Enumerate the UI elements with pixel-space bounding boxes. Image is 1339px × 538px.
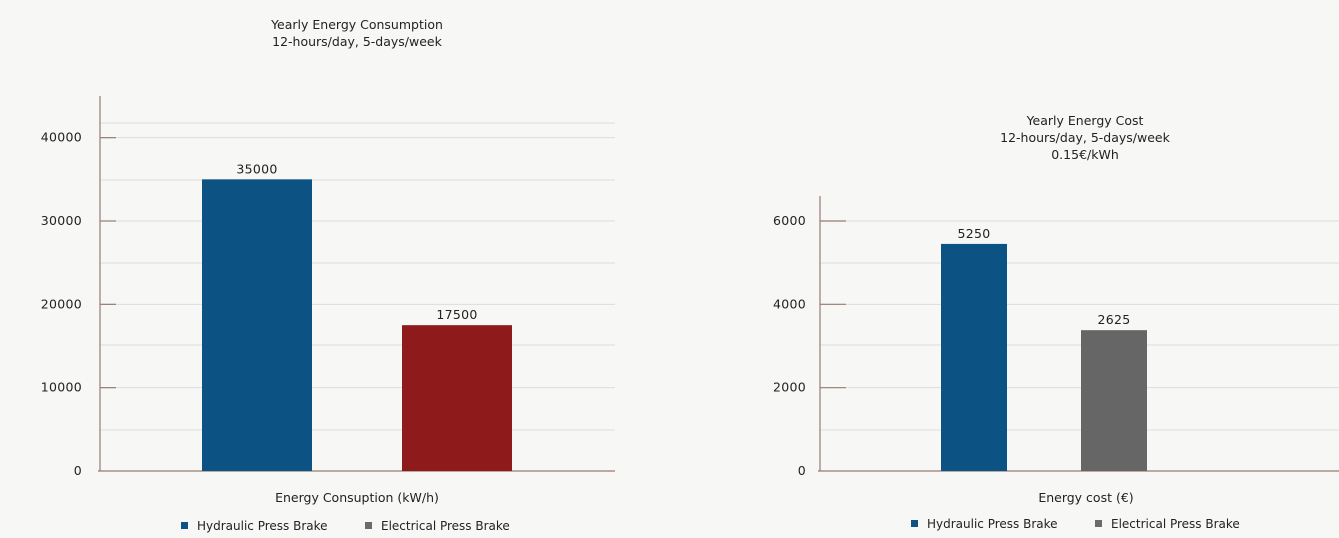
legend-label: Electrical Press Brake bbox=[381, 519, 510, 533]
bar bbox=[1081, 330, 1147, 471]
y-tick-label: 2000 bbox=[773, 380, 806, 395]
legend-label: Hydraulic Press Brake bbox=[927, 517, 1058, 531]
y-tick-label: 0 bbox=[74, 463, 82, 478]
chart-title-line: 12-hours/day, 5-days/week bbox=[1000, 130, 1170, 145]
x-axis-label: Energy cost (€) bbox=[1038, 490, 1133, 505]
bar-value-label: 2625 bbox=[1097, 312, 1130, 327]
x-axis-label: Energy Consuption (kW/h) bbox=[275, 490, 439, 505]
chart-title-line: Yearly Energy Consumption bbox=[270, 17, 443, 32]
y-tick-label: 30000 bbox=[41, 213, 82, 228]
legend-swatch bbox=[911, 520, 918, 527]
bar bbox=[402, 325, 512, 471]
legend-label: Hydraulic Press Brake bbox=[197, 519, 328, 533]
y-tick-label: 4000 bbox=[773, 296, 806, 311]
y-tick-label: 40000 bbox=[41, 130, 82, 145]
chart-title-line: 12-hours/day, 5-days/week bbox=[272, 34, 442, 49]
y-tick-label: 0 bbox=[798, 463, 806, 478]
bar bbox=[202, 179, 312, 472]
legend-label: Electrical Press Brake bbox=[1111, 517, 1240, 531]
y-tick-label: 10000 bbox=[41, 380, 82, 395]
bar-value-label: 5250 bbox=[957, 226, 990, 241]
chart-title-line: 0.15€/kWh bbox=[1051, 147, 1119, 162]
bar-value-label: 17500 bbox=[436, 307, 477, 322]
legend-swatch bbox=[181, 522, 188, 529]
y-tick-label: 6000 bbox=[773, 213, 806, 228]
bar-value-label: 35000 bbox=[236, 161, 277, 176]
legend-swatch bbox=[1095, 520, 1102, 527]
y-tick-label: 20000 bbox=[41, 296, 82, 311]
bar bbox=[941, 243, 1007, 471]
legend-swatch bbox=[365, 522, 372, 529]
chart-title-line: Yearly Energy Cost bbox=[1026, 113, 1144, 128]
